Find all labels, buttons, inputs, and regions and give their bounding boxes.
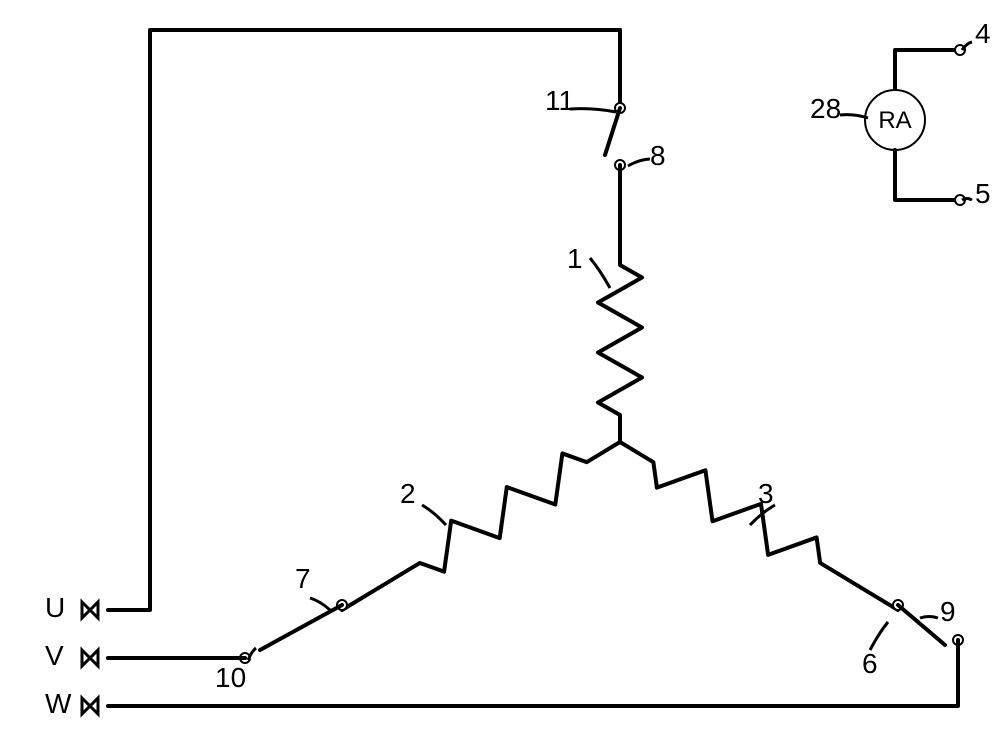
label-28: 28	[810, 93, 841, 125]
svg-text:RA: RA	[878, 107, 911, 134]
label-u: U	[45, 592, 65, 624]
label-7: 7	[295, 563, 311, 595]
label-4: 4	[975, 18, 991, 50]
label-1: 1	[567, 243, 583, 275]
label-11: 11	[545, 85, 574, 117]
label-3: 3	[758, 478, 774, 510]
label-v: V	[45, 640, 64, 672]
label-10: 10	[215, 662, 246, 694]
circuit-diagram: RA	[0, 0, 1000, 741]
label-9: 9	[940, 596, 956, 628]
label-8: 8	[650, 140, 666, 172]
label-2: 2	[400, 478, 416, 510]
label-5: 5	[975, 178, 991, 210]
label-6: 6	[862, 648, 878, 680]
label-w: W	[45, 688, 71, 720]
